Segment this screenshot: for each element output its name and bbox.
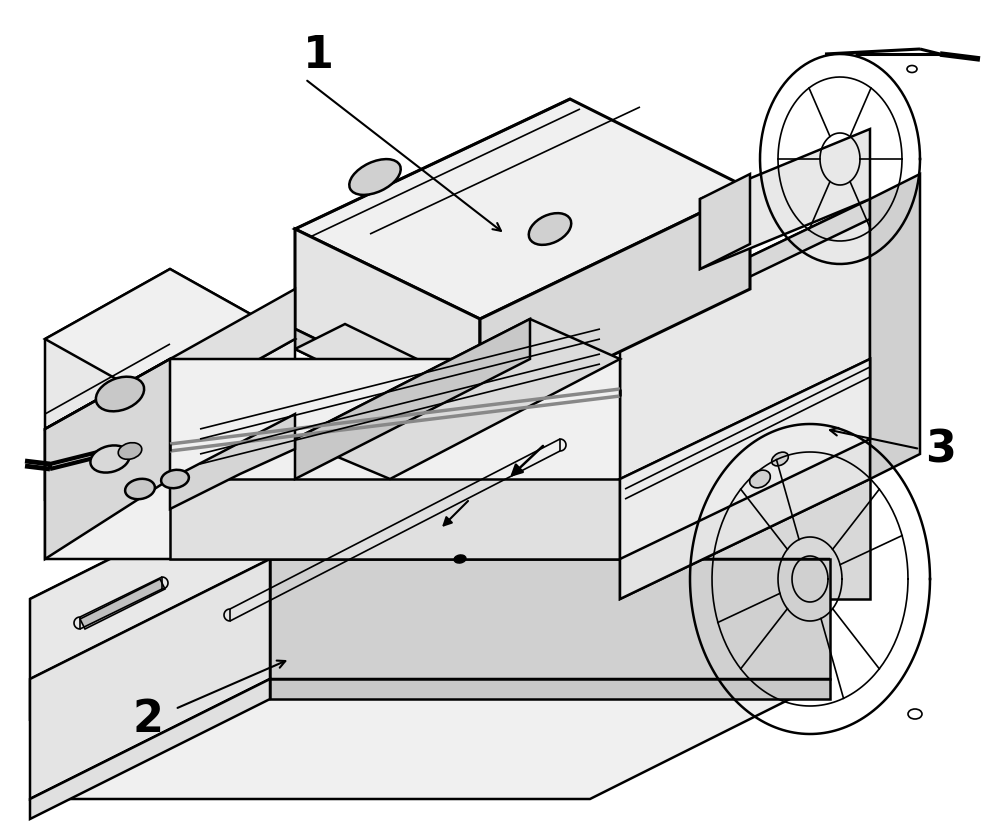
Polygon shape (700, 130, 870, 270)
Polygon shape (295, 330, 480, 440)
Polygon shape (45, 270, 295, 410)
Polygon shape (620, 200, 870, 339)
Polygon shape (170, 415, 295, 509)
Polygon shape (295, 325, 530, 440)
Polygon shape (30, 679, 270, 819)
Polygon shape (30, 479, 870, 599)
Ellipse shape (161, 470, 189, 489)
Ellipse shape (454, 556, 466, 563)
Polygon shape (870, 175, 920, 479)
Polygon shape (295, 100, 750, 320)
Polygon shape (45, 359, 170, 560)
Polygon shape (30, 560, 270, 799)
Polygon shape (45, 359, 170, 499)
Polygon shape (30, 679, 830, 799)
Ellipse shape (772, 453, 788, 466)
Polygon shape (295, 229, 480, 420)
Ellipse shape (118, 443, 142, 460)
Ellipse shape (529, 214, 571, 246)
Polygon shape (30, 479, 270, 720)
Ellipse shape (908, 709, 922, 720)
Text: 2: 2 (133, 698, 164, 740)
Ellipse shape (90, 446, 130, 473)
Ellipse shape (96, 378, 144, 412)
Polygon shape (480, 190, 750, 420)
Polygon shape (700, 175, 750, 270)
Ellipse shape (750, 470, 770, 489)
Polygon shape (270, 560, 830, 679)
Polygon shape (45, 359, 620, 560)
Polygon shape (170, 290, 295, 410)
Polygon shape (170, 479, 620, 560)
Ellipse shape (349, 160, 401, 195)
Polygon shape (620, 359, 870, 599)
Polygon shape (80, 580, 165, 629)
Ellipse shape (125, 479, 155, 499)
Polygon shape (295, 320, 530, 479)
Text: 1: 1 (303, 33, 334, 76)
Polygon shape (620, 359, 870, 560)
Polygon shape (30, 560, 830, 679)
Ellipse shape (907, 66, 917, 74)
Polygon shape (295, 320, 620, 479)
Text: 3: 3 (925, 428, 955, 471)
Polygon shape (620, 200, 870, 599)
Polygon shape (270, 679, 830, 699)
Polygon shape (45, 270, 295, 430)
Polygon shape (270, 479, 870, 599)
